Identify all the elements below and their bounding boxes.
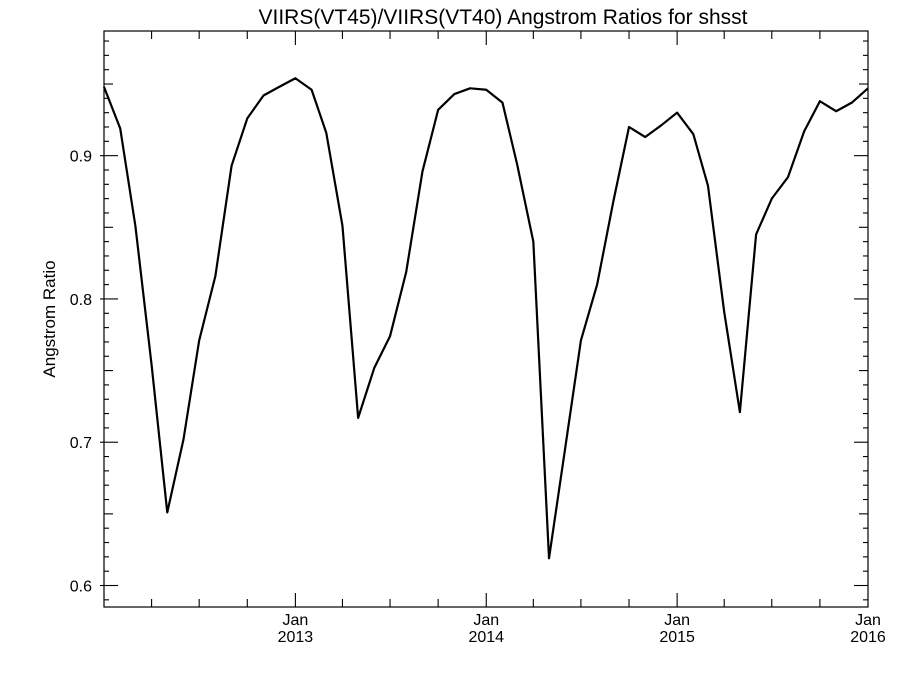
- x-tick-label-year: 2016: [850, 629, 886, 646]
- x-tick-label-year: 2015: [659, 629, 695, 646]
- chart-title: VIIRS(VT45)/VIIRS(VT40) Angstrom Ratios …: [259, 6, 748, 29]
- plot-frame: [103, 30, 869, 608]
- y-tick-label: 0.9: [70, 149, 92, 166]
- y-tick-label: 0.6: [70, 579, 92, 596]
- y-tick-label: 0.8: [70, 292, 92, 309]
- x-tick-label-year: 2013: [278, 629, 314, 646]
- x-tick-label-month: Jan: [855, 612, 881, 629]
- series-line: [102, 77, 869, 560]
- x-tick-label-month: Jan: [664, 612, 690, 629]
- x-tick-label-month: Jan: [473, 612, 499, 629]
- y-tick-label: 0.7: [70, 435, 92, 452]
- axis-ticks: [100, 31, 868, 607]
- series-layer: [102, 77, 869, 560]
- x-tick-label-year: 2014: [468, 629, 504, 646]
- y-axis-label: Angstrom Ratio: [40, 260, 59, 377]
- x-tick-label-month: Jan: [282, 612, 308, 629]
